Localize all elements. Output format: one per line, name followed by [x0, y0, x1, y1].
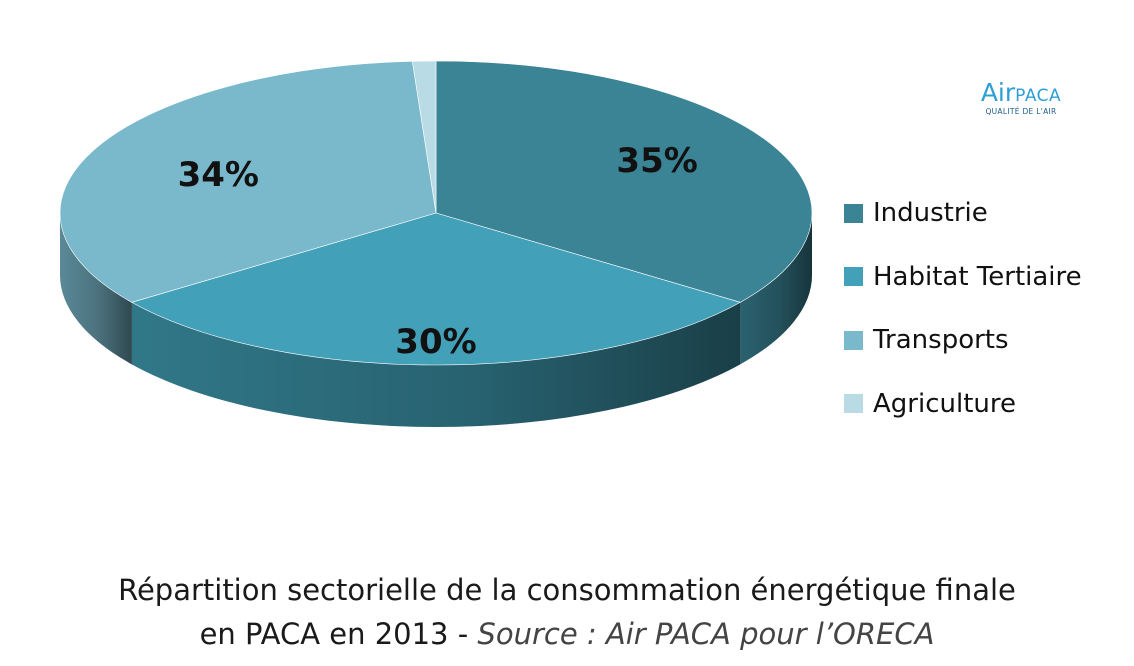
legend: Industrie Habitat Tertiaire Transports A… [844, 192, 1082, 446]
slice-label-transports: 34% [178, 155, 259, 195]
legend-label-transports: Transports [873, 325, 1009, 355]
logo-subtitle: QUALITÉ DE L'AIR [985, 107, 1057, 116]
pie-top-faces [59, 60, 813, 366]
caption-line-1: Répartition sectorielle de la consommati… [118, 573, 1016, 607]
legend-swatch-transports [844, 330, 863, 350]
airpaca-logo: AirPACA QUALITÉ DE L'AIR [966, 80, 1076, 116]
caption-line-2: en PACA en 2013 - Source : Air PACA pour… [0, 612, 1134, 656]
pie-slice-transports [59, 60, 437, 303]
legend-item-transports: Transports [844, 319, 1082, 361]
legend-swatch-agriculture [844, 394, 863, 413]
pie-slice-habitat-tertiaire [131, 212, 741, 366]
legend-swatch-industrie [844, 203, 863, 223]
caption-line-2-main: en PACA en 2013 - [199, 617, 478, 651]
logo-air-text: Air [980, 78, 1016, 107]
logo-wordmark: AirPACA [966, 80, 1076, 105]
legend-item-habitat-tertiaire: Habitat Tertiaire [844, 256, 1082, 298]
pie-side-shade-habitat-tertiaire [131, 302, 741, 427]
slice-label-industrie: 35% [616, 141, 697, 181]
slice-label-habitat-tertiaire: 30% [395, 322, 476, 362]
slice-label-agriculture: 1% [392, 0, 450, 7]
pie-sides [60, 213, 812, 427]
pie-labels: 35% 30% 34% 1% [178, 0, 698, 362]
legend-label-agriculture: Agriculture [873, 388, 1016, 419]
legend-item-agriculture: Agriculture [844, 383, 1082, 425]
legend-label-industrie: Industrie [873, 198, 988, 228]
caption-source: Source : Air PACA pour l’ORECA [477, 617, 935, 651]
pie-slice-agriculture [412, 60, 437, 214]
pie-side-shade-industrie [740, 213, 812, 365]
pie-slice-industrie [435, 60, 813, 303]
legend-item-industrie: Industrie [844, 192, 1082, 234]
chart-caption: Répartition sectorielle de la consommati… [0, 568, 1134, 656]
logo-paca-text: PACA [1015, 86, 1062, 106]
pie-side-shade-transports [60, 213, 132, 365]
legend-swatch-habitat-tertiaire [844, 267, 863, 286]
legend-label-habitat-tertiaire: Habitat Tertiaire [873, 261, 1082, 292]
